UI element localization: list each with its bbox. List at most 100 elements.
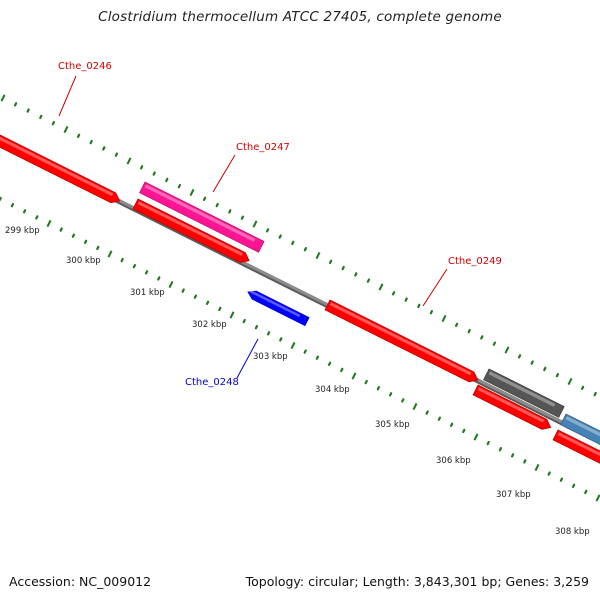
outer-minor-tick — [341, 265, 345, 271]
outer-minor-tick — [517, 354, 522, 359]
outer-minor-tick — [404, 297, 408, 302]
inner-tick-ring — [0, 196, 600, 502]
inner-minor-tick — [205, 300, 210, 305]
outer-minor-tick — [228, 209, 232, 214]
accession-label: Accession: NC_009012 — [9, 574, 152, 589]
gene-highlight — [0, 122, 114, 197]
outer-minor-tick — [89, 139, 93, 145]
outer-minor-tick — [114, 152, 119, 157]
gene-arrow — [472, 384, 552, 430]
inner-minor-tick — [96, 245, 100, 251]
outer-major-tick — [126, 157, 132, 165]
gene-highlight — [329, 302, 472, 376]
gene-feature-7 — [472, 384, 552, 430]
outer-minor-tick — [152, 171, 156, 176]
callout-leader-line — [422, 268, 448, 307]
gene-feature-9 — [552, 429, 600, 464]
inner-minor-tick — [279, 337, 283, 342]
outer-major-tick — [441, 314, 447, 323]
inner-major-tick — [46, 219, 52, 228]
outer-minor-tick — [39, 114, 43, 120]
inner-minor-tick — [449, 422, 454, 427]
gene-arrow — [139, 181, 265, 253]
inner-minor-tick — [462, 428, 466, 434]
gene-highlight — [249, 290, 301, 318]
kbp-label: 299 kbp — [5, 226, 40, 236]
inner-minor-tick — [22, 209, 27, 214]
outer-minor-tick — [215, 202, 219, 208]
inner-minor-tick — [120, 257, 124, 263]
inner-minor-tick — [59, 227, 63, 232]
outer-minor-tick — [328, 259, 333, 264]
gene-feature-6 — [483, 368, 565, 418]
kbp-scale-labels: 299 kbp 300 kbp 301 kbp 302 kbp 303 kbp 304 k… — [5, 226, 590, 537]
callout-leader-line — [58, 75, 77, 117]
inner-minor-tick — [388, 392, 393, 397]
inner-minor-tick — [376, 386, 381, 391]
outer-major-tick — [63, 125, 69, 134]
outer-minor-tick — [139, 165, 144, 170]
gene-highlight — [557, 432, 600, 457]
inner-minor-tick — [218, 306, 222, 312]
outer-minor-tick — [278, 234, 282, 239]
outer-minor-tick — [454, 322, 459, 327]
inner-minor-tick — [83, 239, 88, 244]
outer-minor-tick — [391, 291, 396, 296]
outer-major-tick — [189, 188, 195, 197]
outer-minor-tick — [265, 228, 270, 233]
outer-tick-ring — [0, 94, 597, 397]
inner-minor-tick — [71, 233, 76, 238]
genome-stats-label: Topology: circular; Length: 3,843,301 bp… — [245, 574, 589, 589]
outer-major-tick — [252, 220, 258, 228]
inner-major-tick — [107, 250, 113, 258]
outer-minor-tick — [177, 184, 182, 189]
inner-minor-tick — [0, 196, 2, 202]
callout-leader-line — [236, 338, 259, 379]
outer-minor-tick — [555, 373, 560, 378]
gene-arrow — [247, 290, 310, 327]
gene-arrow — [0, 119, 121, 204]
outer-minor-tick — [291, 240, 295, 246]
inner-minor-tick — [254, 325, 259, 330]
outer-minor-tick — [417, 303, 421, 309]
inner-major-tick — [351, 372, 357, 380]
gene-label-cthe_0248: Cthe_0248 — [185, 377, 239, 388]
outer-minor-tick — [51, 121, 56, 126]
gene-arrow — [483, 368, 565, 418]
inner-minor-tick — [401, 398, 405, 403]
inner-minor-tick — [303, 349, 307, 354]
kbp-label: 307 kbp — [496, 490, 531, 500]
inner-major-tick — [595, 494, 600, 502]
inner-minor-tick — [425, 410, 429, 415]
inner-minor-tick — [315, 355, 320, 360]
gene-feature-5 — [324, 299, 479, 383]
inner-minor-tick — [510, 453, 515, 458]
gene-highlight — [137, 201, 243, 256]
inner-major-tick — [473, 433, 479, 441]
gene-feature-1 — [0, 119, 121, 204]
outer-major-tick — [378, 283, 384, 291]
inner-minor-tick — [523, 459, 527, 464]
inner-minor-tick — [181, 288, 185, 293]
kbp-label: 305 kbp — [375, 420, 410, 430]
outer-minor-tick — [480, 335, 484, 340]
gene-arrow — [552, 429, 600, 464]
map-title: Clostridium thermocellum ATCC 27405, com… — [98, 9, 502, 25]
outer-minor-tick — [76, 133, 81, 138]
outer-minor-tick — [165, 177, 169, 183]
kbp-label: 306 kbp — [436, 456, 471, 466]
inner-minor-tick — [559, 477, 564, 482]
outer-minor-tick — [580, 385, 585, 390]
inner-major-tick — [168, 280, 174, 289]
inner-major-tick — [229, 311, 235, 319]
kbp-label: 302 kbp — [192, 320, 227, 330]
outer-minor-tick — [202, 196, 207, 201]
outer-minor-tick — [492, 341, 497, 346]
inner-minor-tick — [144, 270, 149, 275]
inner-minor-tick — [35, 215, 39, 220]
kbp-label: 303 kbp — [253, 352, 288, 362]
inner-minor-tick — [10, 203, 15, 208]
outer-minor-tick — [26, 108, 30, 113]
inner-minor-tick — [193, 294, 198, 299]
